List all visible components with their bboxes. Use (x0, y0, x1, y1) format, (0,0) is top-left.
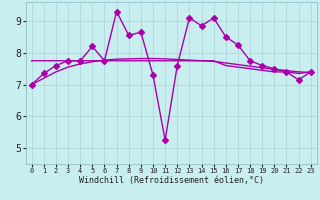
X-axis label: Windchill (Refroidissement éolien,°C): Windchill (Refroidissement éolien,°C) (79, 176, 264, 185)
